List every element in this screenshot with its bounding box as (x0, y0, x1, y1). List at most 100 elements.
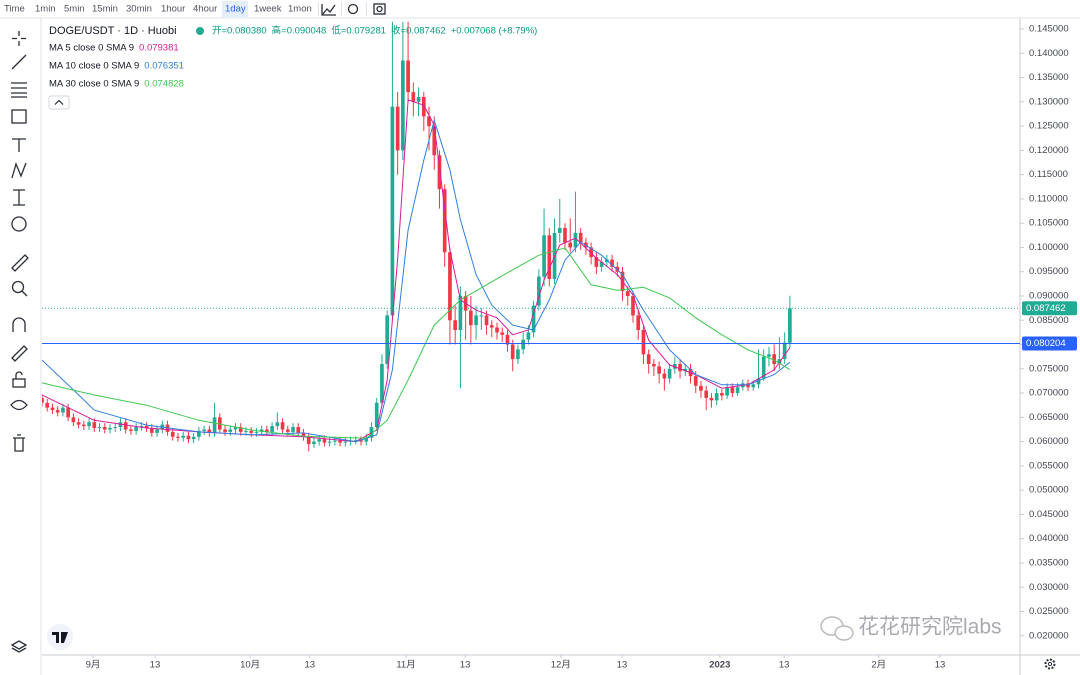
layers-tool[interactable] (10, 640, 28, 653)
candle-body (76, 422, 81, 425)
candle-body (102, 427, 107, 430)
emoji-tool[interactable] (11, 216, 27, 232)
logo (47, 624, 73, 650)
chart-type-icon[interactable] (321, 4, 336, 16)
candle-body (641, 329, 646, 355)
interval-button[interactable]: 5min (64, 4, 85, 15)
candle-body (155, 429, 159, 433)
prediction-tool[interactable] (13, 189, 25, 206)
lock-shackle (15, 371, 23, 379)
candle-body (683, 368, 688, 372)
candle-body (505, 334, 510, 345)
ma-legend-value: 0.074828 (144, 79, 184, 90)
watermark-text: 花花研究院labs (858, 616, 1002, 639)
candle-body (296, 427, 301, 433)
text-tool[interactable] (12, 138, 26, 152)
ohlc-legend: 开=0.080380 (212, 26, 267, 37)
interval-button[interactable]: 15min (92, 4, 118, 15)
candle-body (458, 295, 463, 330)
interval-button[interactable]: 1week (254, 4, 282, 15)
candle-body (416, 96, 421, 102)
delete-tool[interactable] (13, 434, 25, 452)
separator (341, 2, 342, 16)
candle-body (699, 385, 703, 391)
settings-gear-core (1047, 661, 1053, 667)
candle-body (61, 407, 65, 413)
candle-body (317, 439, 322, 442)
candle-body (427, 116, 431, 127)
interval-button[interactable]: 30min (126, 4, 152, 15)
candle-body (170, 431, 175, 437)
separator (318, 2, 319, 16)
candle-body (217, 417, 222, 430)
draw-mode-tool[interactable] (11, 345, 28, 362)
ruler-tool[interactable] (11, 254, 29, 272)
y-tick-label: 0.115000 (1029, 169, 1068, 180)
candle-body (474, 315, 478, 326)
candle-body (709, 397, 714, 401)
screenshot-icon[interactable] (373, 3, 386, 15)
candle-body (652, 363, 656, 367)
zoom-tool[interactable] (11, 280, 25, 294)
watermark-icon (834, 625, 854, 641)
candle-body (636, 315, 641, 330)
candle-body (751, 384, 756, 388)
candle-body (714, 393, 719, 401)
y-tick-label: 0.105000 (1029, 218, 1069, 229)
candle-body (244, 430, 248, 432)
magnet-tool[interactable] (12, 317, 26, 332)
shape-tool[interactable] (11, 109, 27, 124)
pattern-tool[interactable] (11, 162, 27, 179)
y-tick-label: 0.025000 (1029, 606, 1069, 617)
candle-body (421, 96, 426, 117)
candle-body (113, 427, 118, 429)
candle-body (223, 429, 227, 432)
x-tick-label: 13 (304, 660, 315, 671)
lock-tool[interactable] (12, 378, 26, 388)
x-tick-label: 11月 (396, 660, 415, 671)
trendline-tool[interactable] (11, 54, 27, 70)
logo-mark (52, 632, 68, 643)
candle-body (495, 327, 499, 333)
interval-button[interactable]: 1hour (161, 4, 185, 15)
candle-body (238, 427, 243, 432)
ma-line (42, 99, 791, 443)
candle-body (197, 430, 201, 437)
x-tick-label: 9月 (86, 660, 101, 671)
crosshair-tool[interactable] (12, 31, 26, 46)
settings-icon[interactable] (347, 3, 359, 15)
candle-body (599, 262, 604, 267)
candle-body (746, 383, 750, 388)
candle-body (542, 235, 546, 277)
candle-body (338, 440, 342, 443)
candle-body (437, 155, 442, 190)
interval-button[interactable]: 4hour (193, 4, 217, 15)
y-tick-label: 0.045000 (1029, 509, 1069, 520)
candle-body (55, 410, 60, 413)
interval-button[interactable]: Time (4, 4, 25, 15)
candle-body (322, 439, 327, 443)
candle-body (767, 354, 771, 357)
candle-body (484, 315, 489, 326)
interval-button[interactable]: 1min (35, 4, 56, 15)
interval-button[interactable]: 1day (225, 4, 246, 15)
candle-body (275, 422, 280, 427)
hide-tool[interactable] (10, 399, 28, 411)
candle-body (212, 417, 217, 433)
y-tick-label: 0.035000 (1029, 557, 1069, 568)
candle-body (547, 235, 552, 280)
fib-tool[interactable] (11, 82, 27, 98)
y-tick-label: 0.145000 (1029, 24, 1069, 35)
candle-body (144, 426, 149, 429)
candle-body (186, 435, 191, 440)
interval-button[interactable]: 1mon (288, 4, 312, 15)
toolbar-icons (318, 2, 386, 16)
candle-body (390, 106, 395, 316)
collapse-button[interactable] (48, 95, 70, 110)
last-price-tag (1022, 301, 1077, 316)
ma-legend-name: MA 5 close 0 SMA 9 (49, 43, 134, 54)
watermark: 花花研究院labs (820, 616, 1002, 641)
candle-body (735, 387, 740, 394)
settings-gear[interactable] (1044, 658, 1056, 670)
